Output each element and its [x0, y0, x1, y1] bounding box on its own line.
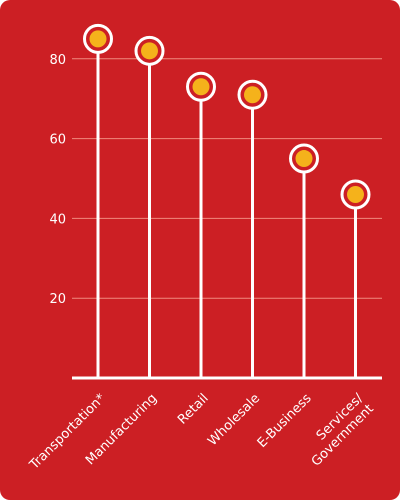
- category-label-2: Retail: [175, 391, 212, 428]
- grid-lines: [72, 58, 382, 299]
- marker-point-2: [192, 78, 210, 96]
- category-label-line: E-Business: [255, 391, 315, 451]
- y-tick-label-20: 20: [49, 292, 66, 307]
- y-axis-ticks: 20 40 60 80: [49, 53, 66, 307]
- marker-point-1: [141, 42, 158, 60]
- marker-point-5: [347, 185, 364, 203]
- stems: [96, 38, 357, 378]
- y-tick-label-40: 40: [49, 212, 66, 227]
- category-labels: Transportation*Manufacturing RetailWholes…: [26, 391, 376, 474]
- category-label-4: E-Business: [255, 391, 315, 451]
- y-tick-label-60: 60: [49, 133, 66, 148]
- marker-point-4: [295, 150, 313, 168]
- marker-point-3: [244, 86, 261, 104]
- category-label-line: Retail: [175, 391, 212, 428]
- y-tick-label-80: 80: [49, 53, 66, 68]
- markers: [83, 23, 371, 210]
- marker-point-0: [89, 30, 107, 48]
